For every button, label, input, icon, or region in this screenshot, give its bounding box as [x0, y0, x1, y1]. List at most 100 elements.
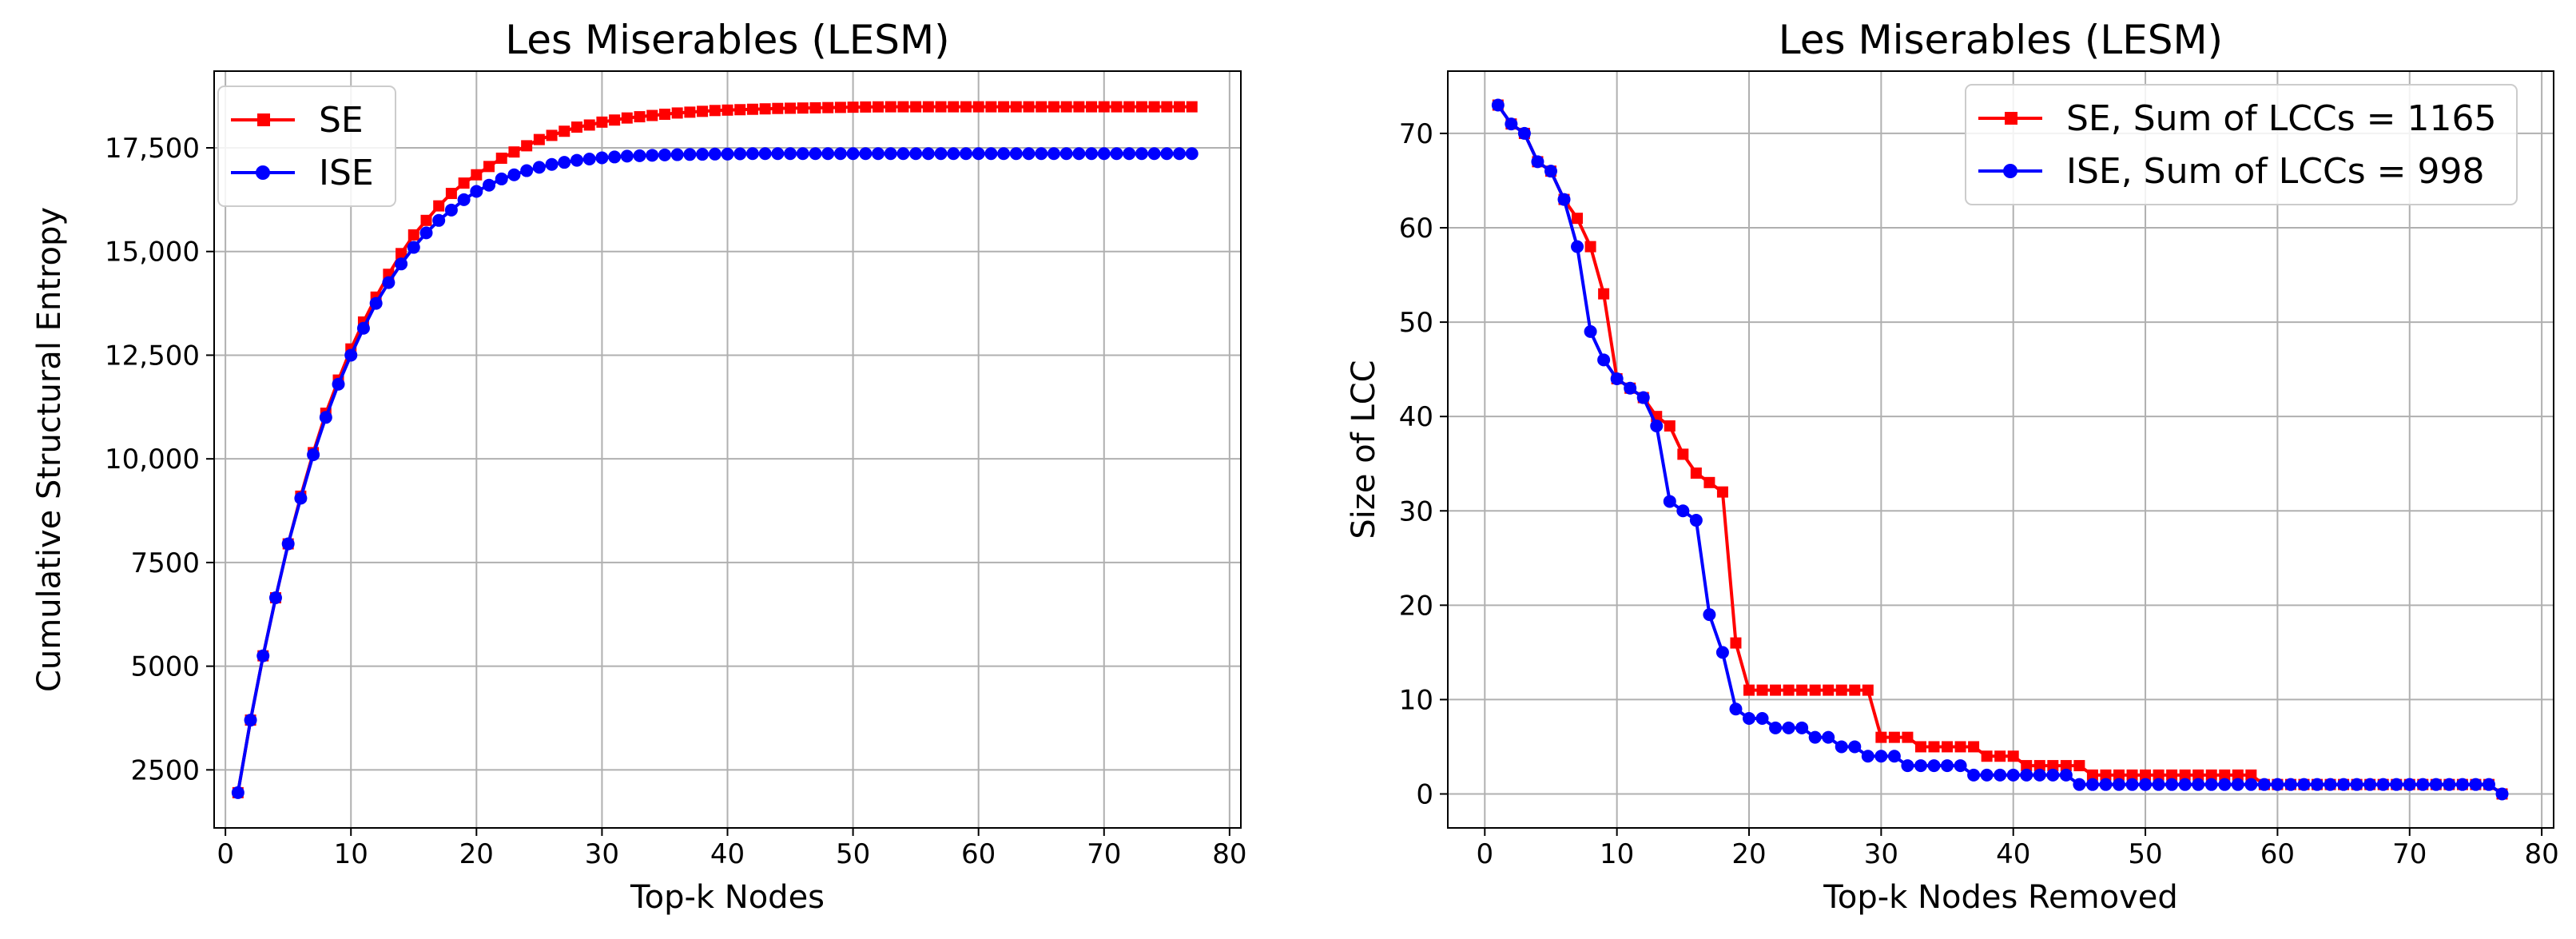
x-tick-label: 0 [217, 838, 234, 870]
x-tick-label: 50 [2128, 838, 2162, 870]
data-point [1729, 702, 1743, 716]
y-tick-label: 5000 [130, 651, 200, 683]
data-point [2376, 778, 2390, 791]
data-point [1994, 750, 2006, 762]
data-point [960, 101, 972, 113]
data-point [1597, 353, 1611, 367]
data-point [432, 213, 446, 227]
data-point [1703, 608, 1716, 622]
data-point [419, 226, 433, 240]
data-point [1875, 731, 1887, 743]
data-point [483, 178, 496, 192]
data-point [1980, 768, 1994, 782]
data-point [821, 147, 835, 161]
data-point [2178, 778, 2192, 791]
plot-frame [1447, 70, 2554, 829]
data-point [1557, 193, 1571, 206]
x-tick-label: 20 [459, 838, 494, 870]
data-point [2047, 760, 2059, 772]
data-point [2166, 769, 2178, 781]
data-point [847, 101, 859, 113]
data-point [319, 411, 332, 424]
x-tick-label: 50 [836, 838, 870, 870]
data-point [2192, 769, 2204, 781]
data-point [395, 257, 408, 271]
data-point [1823, 684, 1835, 696]
data-point [658, 108, 670, 120]
legend-marker [2003, 164, 2017, 178]
y-tick-label: 15,000 [105, 237, 200, 269]
data-point [1098, 101, 1110, 113]
x-tick-label: 70 [1087, 838, 1121, 870]
data-point [559, 125, 570, 137]
data-point [1161, 101, 1173, 113]
data-point [733, 147, 747, 161]
data-point [2086, 769, 2098, 781]
data-point [759, 103, 771, 115]
data-point [532, 161, 546, 174]
data-point [873, 101, 885, 113]
data-point [2006, 768, 2020, 782]
data-point [1009, 147, 1023, 161]
data-point [407, 229, 419, 241]
data-point [872, 147, 885, 161]
data-point [1902, 731, 1914, 743]
chart-1: 0 10 20 30 40 50 60 70 80 2500 5000 7500 10,000 12,50… [31, 17, 1246, 916]
data-point [1770, 684, 1782, 696]
data-point [671, 107, 683, 119]
data-point [2192, 778, 2205, 791]
data-point [1148, 101, 1160, 113]
data-point [1769, 721, 1783, 734]
data-point [2390, 778, 2403, 791]
chart-title: Les Miserables (LESM) [1779, 17, 2223, 63]
data-point [721, 147, 734, 161]
data-point [608, 150, 622, 164]
data-point [420, 214, 432, 226]
x-tick-label: 40 [710, 838, 745, 870]
y-tick-label: 70 [1399, 118, 1433, 150]
data-point [470, 185, 483, 198]
data-point [1901, 759, 1914, 773]
data-point [634, 111, 646, 123]
data-point [2126, 769, 2138, 781]
data-point [758, 147, 772, 161]
data-point [2443, 778, 2456, 791]
data-point [483, 161, 495, 173]
data-point [985, 101, 997, 113]
data-point [1123, 147, 1136, 161]
data-point [1835, 740, 1848, 754]
data-point [1060, 101, 1072, 113]
y-tick-label: 10,000 [105, 444, 200, 475]
data-point [471, 169, 483, 181]
data-point [646, 109, 658, 121]
data-point [2416, 778, 2430, 791]
data-point [2324, 778, 2337, 791]
data-point [921, 147, 935, 161]
data-point [1874, 750, 1888, 763]
data-point [1598, 288, 1610, 300]
data-point [897, 101, 909, 113]
data-point [809, 101, 821, 113]
data-point [444, 203, 458, 217]
data-point [546, 129, 558, 141]
data-point [1022, 147, 1036, 161]
data-point [784, 147, 797, 161]
data-point [696, 148, 710, 161]
data-point [2284, 778, 2297, 791]
data-point [2140, 769, 2152, 781]
legend-marker [2005, 112, 2017, 125]
data-point [1690, 468, 1702, 479]
series-circle-2 [231, 147, 1199, 799]
data-point [1743, 712, 1756, 726]
data-point [722, 104, 733, 116]
data-point [495, 152, 507, 164]
data-point [658, 148, 671, 161]
data-point [2100, 769, 2112, 781]
data-point [1047, 147, 1060, 161]
data-point [959, 147, 972, 161]
x-axis-label: Top-k Nodes Removed [1823, 879, 2177, 916]
data-point [984, 147, 998, 161]
data-point [620, 149, 634, 163]
data-point [1531, 155, 1544, 169]
data-point [2455, 778, 2469, 791]
